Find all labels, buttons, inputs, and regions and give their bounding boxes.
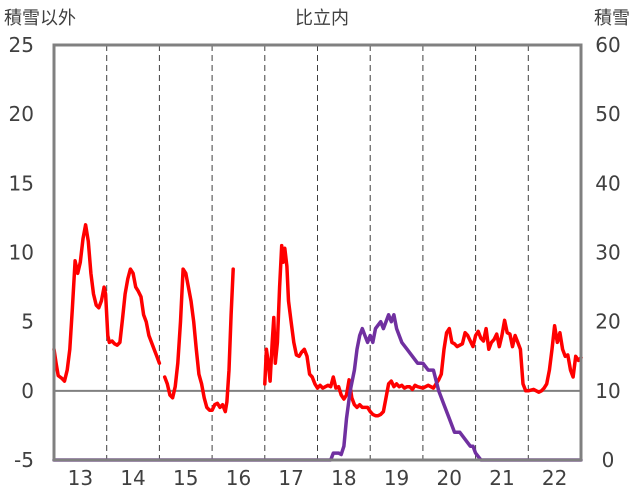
ytick-left: 20 — [9, 102, 34, 126]
xtick: 14 — [120, 466, 145, 490]
xtick: 17 — [278, 466, 303, 490]
ytick-right: 50 — [595, 102, 620, 126]
axes — [52, 43, 583, 462]
ytick-right: 40 — [595, 171, 620, 195]
series-0-segment-1 — [162, 267, 235, 414]
chart-title: 比立内 — [295, 8, 349, 29]
grid — [53, 45, 581, 460]
xtick: 22 — [542, 466, 567, 490]
ytick-right: 60 — [595, 33, 620, 57]
ytick-left: 10 — [9, 241, 34, 265]
plot-frame — [52, 43, 583, 462]
ytick-left: 0 — [21, 379, 34, 403]
series-0-segment-0 — [52, 223, 162, 383]
xtick: 21 — [489, 466, 514, 490]
xtick: 15 — [173, 466, 198, 490]
ytick-right: 0 — [602, 448, 615, 472]
right-axis-title: 積雪 — [594, 8, 630, 29]
series-0-segment-2 — [263, 243, 583, 418]
left-axis-title: 積雪以外 — [4, 8, 76, 29]
xtick: 13 — [68, 466, 93, 490]
series-group — [52, 223, 583, 462]
xtick: 18 — [331, 466, 356, 490]
ytick-left: 25 — [9, 33, 34, 57]
ytick-right: 20 — [595, 310, 620, 334]
xtick: 19 — [384, 466, 409, 490]
ytick-right: 10 — [595, 379, 620, 403]
series-1-segment-0 — [52, 313, 583, 462]
ytick-left: 15 — [9, 171, 34, 195]
xtick: 16 — [226, 466, 251, 490]
xtick: 20 — [437, 466, 462, 490]
ytick-left: 5 — [21, 310, 34, 334]
ytick-left: -5 — [14, 448, 34, 472]
ytick-right: 30 — [595, 241, 620, 265]
